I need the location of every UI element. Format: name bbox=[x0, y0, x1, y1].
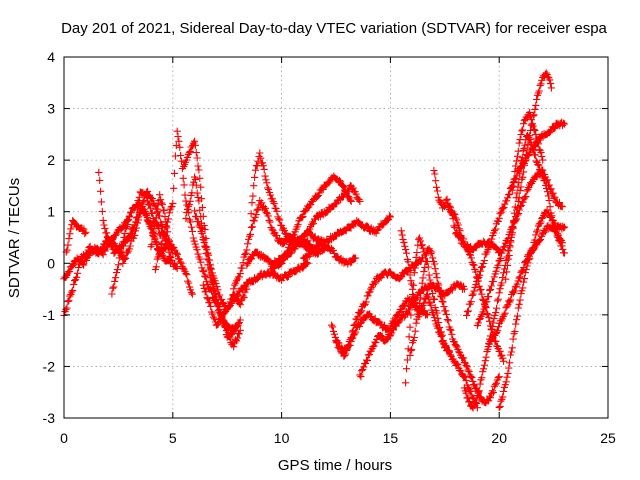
chart-title: Day 201 of 2021, Sidereal Day-to-day VTE… bbox=[61, 20, 607, 37]
y-tick-label: 1 bbox=[47, 204, 55, 220]
y-tick-label: 4 bbox=[47, 49, 55, 65]
y-tick-label: -2 bbox=[43, 358, 56, 374]
x-tick-label: 25 bbox=[600, 430, 616, 446]
y-axis-label: SDTVAR / TECUs bbox=[6, 178, 23, 298]
series-33 bbox=[502, 131, 566, 283]
plus-markers bbox=[62, 216, 90, 256]
y-tick-label: 2 bbox=[47, 152, 55, 168]
plus-markers bbox=[108, 196, 175, 298]
series-5 bbox=[108, 196, 175, 298]
y-tick-label: -3 bbox=[43, 410, 56, 426]
series-31 bbox=[484, 221, 569, 351]
x-tick-label: 10 bbox=[274, 430, 290, 446]
plus-markers bbox=[299, 238, 360, 268]
data-points bbox=[60, 69, 569, 412]
series-19 bbox=[299, 238, 360, 268]
series-13 bbox=[199, 258, 312, 329]
series-24 bbox=[402, 234, 453, 387]
x-tick-label: 0 bbox=[60, 430, 68, 446]
series-26 bbox=[430, 166, 505, 257]
axis-ticks: 0 5 10 15 20 25 -3 -2 -1 0 1 2 3 4 bbox=[43, 49, 616, 446]
plus-markers bbox=[508, 108, 547, 194]
plus-markers bbox=[402, 234, 453, 387]
series-18 bbox=[278, 172, 355, 268]
plus-markers bbox=[278, 172, 355, 268]
x-tick-label: 20 bbox=[491, 430, 507, 446]
plus-markers bbox=[484, 221, 569, 351]
series-2 bbox=[62, 216, 90, 256]
x-axis-label: GPS time / hours bbox=[278, 457, 392, 474]
plot-frame bbox=[63, 56, 609, 419]
y-tick-label: 0 bbox=[47, 255, 55, 271]
x-tick-label: 15 bbox=[383, 430, 399, 446]
y-tick-label: -1 bbox=[43, 307, 56, 323]
series-34 bbox=[508, 108, 547, 194]
x-tick-label: 5 bbox=[169, 430, 177, 446]
series-22 bbox=[356, 279, 468, 381]
plus-markers bbox=[356, 279, 468, 381]
plus-markers bbox=[430, 166, 505, 257]
plus-markers bbox=[502, 131, 566, 283]
plus-markers bbox=[199, 258, 312, 329]
y-tick-label: 3 bbox=[47, 101, 55, 117]
